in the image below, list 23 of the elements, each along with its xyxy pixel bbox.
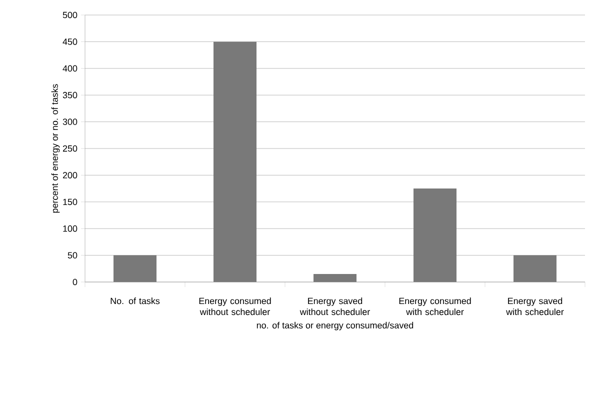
y-tick-label: 50 <box>68 252 78 258</box>
y-tick-label: 0 <box>72 278 78 286</box>
y-tick-label: 450 <box>62 38 78 45</box>
y-tick-label: 200 <box>62 172 78 178</box>
bar <box>214 42 257 282</box>
x-tick-label: Energy saved without scheduler <box>300 298 370 316</box>
bar <box>114 255 157 282</box>
bar <box>314 274 357 282</box>
bar <box>414 188 457 282</box>
y-tick-label: 350 <box>62 92 78 98</box>
y-tick-label: 100 <box>63 225 78 232</box>
x-tick-label: Energy consumed without scheduler <box>199 298 271 316</box>
y-axis-title: percent of energy or no. of tasks <box>51 84 60 213</box>
x-tick-label: Energy saved with scheduler <box>506 298 564 316</box>
y-tick-label: 300 <box>62 118 78 125</box>
y-tick-label: 500 <box>62 12 78 18</box>
y-tick-label: 150 <box>63 198 78 206</box>
bar <box>514 255 557 282</box>
y-tick-label: 400 <box>62 65 78 72</box>
x-axis-title: no. of tasks or energy consumed/saved <box>256 322 414 330</box>
y-tick-label: 250 <box>62 145 78 152</box>
x-tick-label: No. of tasks <box>110 298 160 304</box>
x-tick-label: Energy consumed with scheduler <box>399 298 471 316</box>
